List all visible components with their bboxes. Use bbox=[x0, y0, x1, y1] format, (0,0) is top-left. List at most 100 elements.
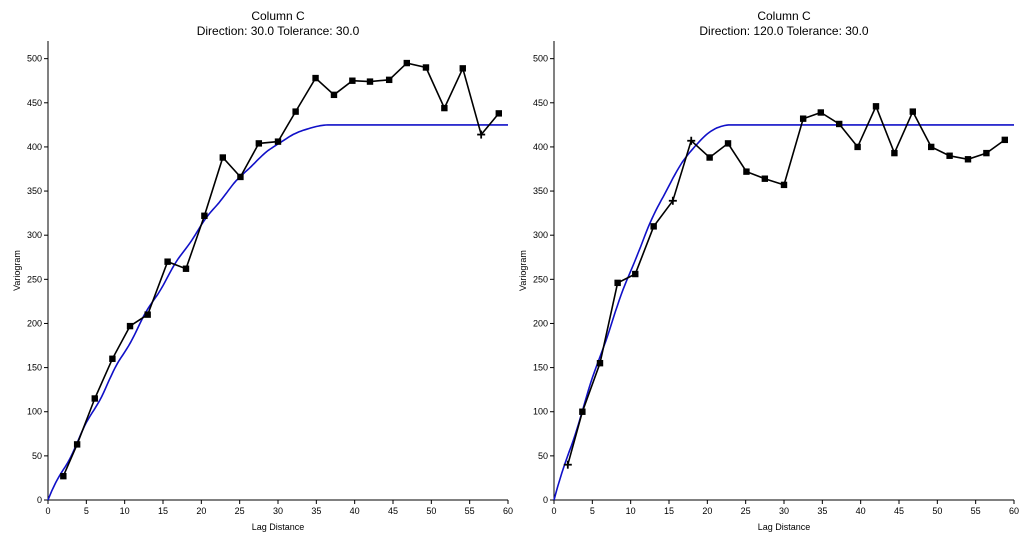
x-tick-label: 45 bbox=[894, 506, 904, 516]
x-tick-label: 10 bbox=[120, 506, 130, 516]
y-axis-label: Variogram bbox=[12, 250, 22, 291]
data-point-square bbox=[201, 212, 208, 219]
x-tick-label: 25 bbox=[235, 506, 245, 516]
data-point-square bbox=[650, 223, 657, 230]
data-point-square bbox=[274, 138, 282, 145]
x-tick-label: 0 bbox=[45, 506, 50, 516]
x-tick-label: 60 bbox=[503, 506, 513, 516]
data-point-square bbox=[144, 311, 151, 318]
data-point-square bbox=[237, 173, 244, 181]
x-tick-label: 5 bbox=[84, 506, 89, 516]
data-point-square bbox=[366, 78, 374, 85]
data-point-square bbox=[312, 74, 319, 82]
x-axis-label: Lag Distance bbox=[758, 522, 811, 532]
data-point-square bbox=[761, 175, 769, 182]
data-point-square bbox=[385, 76, 393, 84]
x-tick-label: 45 bbox=[388, 506, 398, 516]
data-point-square bbox=[854, 143, 861, 151]
data-point-square bbox=[891, 149, 898, 157]
data-point-square bbox=[946, 152, 953, 159]
y-tick-label: 200 bbox=[533, 318, 548, 328]
chart-subtitle: Direction: 120.0 Tolerance: 30.0 bbox=[699, 24, 869, 38]
data-point-square bbox=[579, 408, 586, 415]
y-tick-label: 400 bbox=[27, 142, 42, 152]
x-tick-label: 50 bbox=[932, 506, 942, 516]
data-point-square bbox=[817, 109, 824, 116]
x-tick-label: 0 bbox=[551, 506, 556, 516]
data-point-square bbox=[724, 140, 732, 147]
data-point-square bbox=[1001, 136, 1008, 144]
y-tick-label: 350 bbox=[27, 186, 42, 196]
x-tick-label: 55 bbox=[971, 506, 981, 516]
data-point-plus bbox=[687, 136, 696, 145]
x-tick-label: 40 bbox=[350, 506, 360, 516]
data-point-square bbox=[60, 472, 67, 480]
experimental-variogram-line bbox=[567, 104, 1006, 465]
data-point-square bbox=[164, 258, 171, 265]
x-tick-label: 40 bbox=[856, 506, 866, 516]
data-point-square bbox=[219, 154, 226, 161]
data-point-square bbox=[459, 65, 466, 72]
data-point-square bbox=[292, 108, 299, 115]
x-tick-label: 10 bbox=[626, 506, 636, 516]
x-tick-label: 20 bbox=[702, 506, 712, 516]
x-tick-label: 30 bbox=[273, 506, 283, 516]
data-point-square bbox=[441, 104, 448, 112]
data-point-square bbox=[495, 110, 502, 117]
y-tick-label: 450 bbox=[533, 98, 548, 108]
y-tick-label: 250 bbox=[27, 274, 42, 284]
data-point-square bbox=[109, 355, 116, 362]
x-tick-label: 30 bbox=[779, 506, 789, 516]
data-point-plus bbox=[477, 130, 486, 139]
data-point-square bbox=[983, 149, 990, 157]
data-point-square bbox=[182, 265, 190, 272]
y-tick-label: 150 bbox=[27, 363, 42, 373]
data-point-square bbox=[614, 279, 621, 287]
y-tick-label: 150 bbox=[533, 363, 548, 373]
x-tick-label: 15 bbox=[158, 506, 168, 516]
chart-subtitle: Direction: 30.0 Tolerance: 30.0 bbox=[197, 24, 360, 38]
x-tick-label: 35 bbox=[817, 506, 827, 516]
y-tick-label: 50 bbox=[32, 451, 42, 461]
data-point-square bbox=[909, 108, 916, 115]
model-variogram-line bbox=[47, 124, 508, 501]
data-point-square bbox=[964, 156, 972, 163]
data-point-square bbox=[403, 59, 410, 67]
x-tick-label: 35 bbox=[311, 506, 321, 516]
x-axis-label: Lag Distance bbox=[252, 522, 305, 532]
model-variogram-line bbox=[553, 124, 1014, 501]
y-axis-label: Variogram bbox=[518, 250, 528, 291]
data-point-plus bbox=[668, 196, 677, 205]
data-point-square bbox=[91, 395, 98, 402]
y-tick-label: 400 bbox=[533, 142, 548, 152]
data-point-square bbox=[126, 322, 134, 330]
data-point-square bbox=[422, 64, 430, 71]
x-tick-label: 20 bbox=[196, 506, 206, 516]
data-point-square bbox=[349, 77, 356, 84]
x-tick-label: 15 bbox=[664, 506, 674, 516]
y-tick-label: 250 bbox=[533, 274, 548, 284]
data-point-square bbox=[73, 441, 81, 448]
x-tick-label: 25 bbox=[741, 506, 751, 516]
data-point-plus bbox=[563, 460, 572, 469]
y-tick-label: 300 bbox=[27, 230, 42, 240]
data-point-square bbox=[743, 168, 750, 175]
y-tick-label: 0 bbox=[543, 495, 548, 505]
data-point-square bbox=[596, 359, 604, 367]
y-tick-label: 100 bbox=[533, 407, 548, 417]
x-tick-label: 50 bbox=[426, 506, 436, 516]
data-point-square bbox=[330, 91, 338, 99]
y-tick-label: 450 bbox=[27, 98, 42, 108]
y-tick-label: 100 bbox=[27, 407, 42, 417]
y-tick-label: 300 bbox=[533, 230, 548, 240]
y-tick-label: 500 bbox=[533, 54, 548, 64]
y-tick-label: 0 bbox=[37, 495, 42, 505]
data-point-square bbox=[780, 181, 788, 189]
y-tick-label: 500 bbox=[27, 54, 42, 64]
data-point-square bbox=[928, 143, 935, 151]
y-tick-label: 350 bbox=[533, 186, 548, 196]
